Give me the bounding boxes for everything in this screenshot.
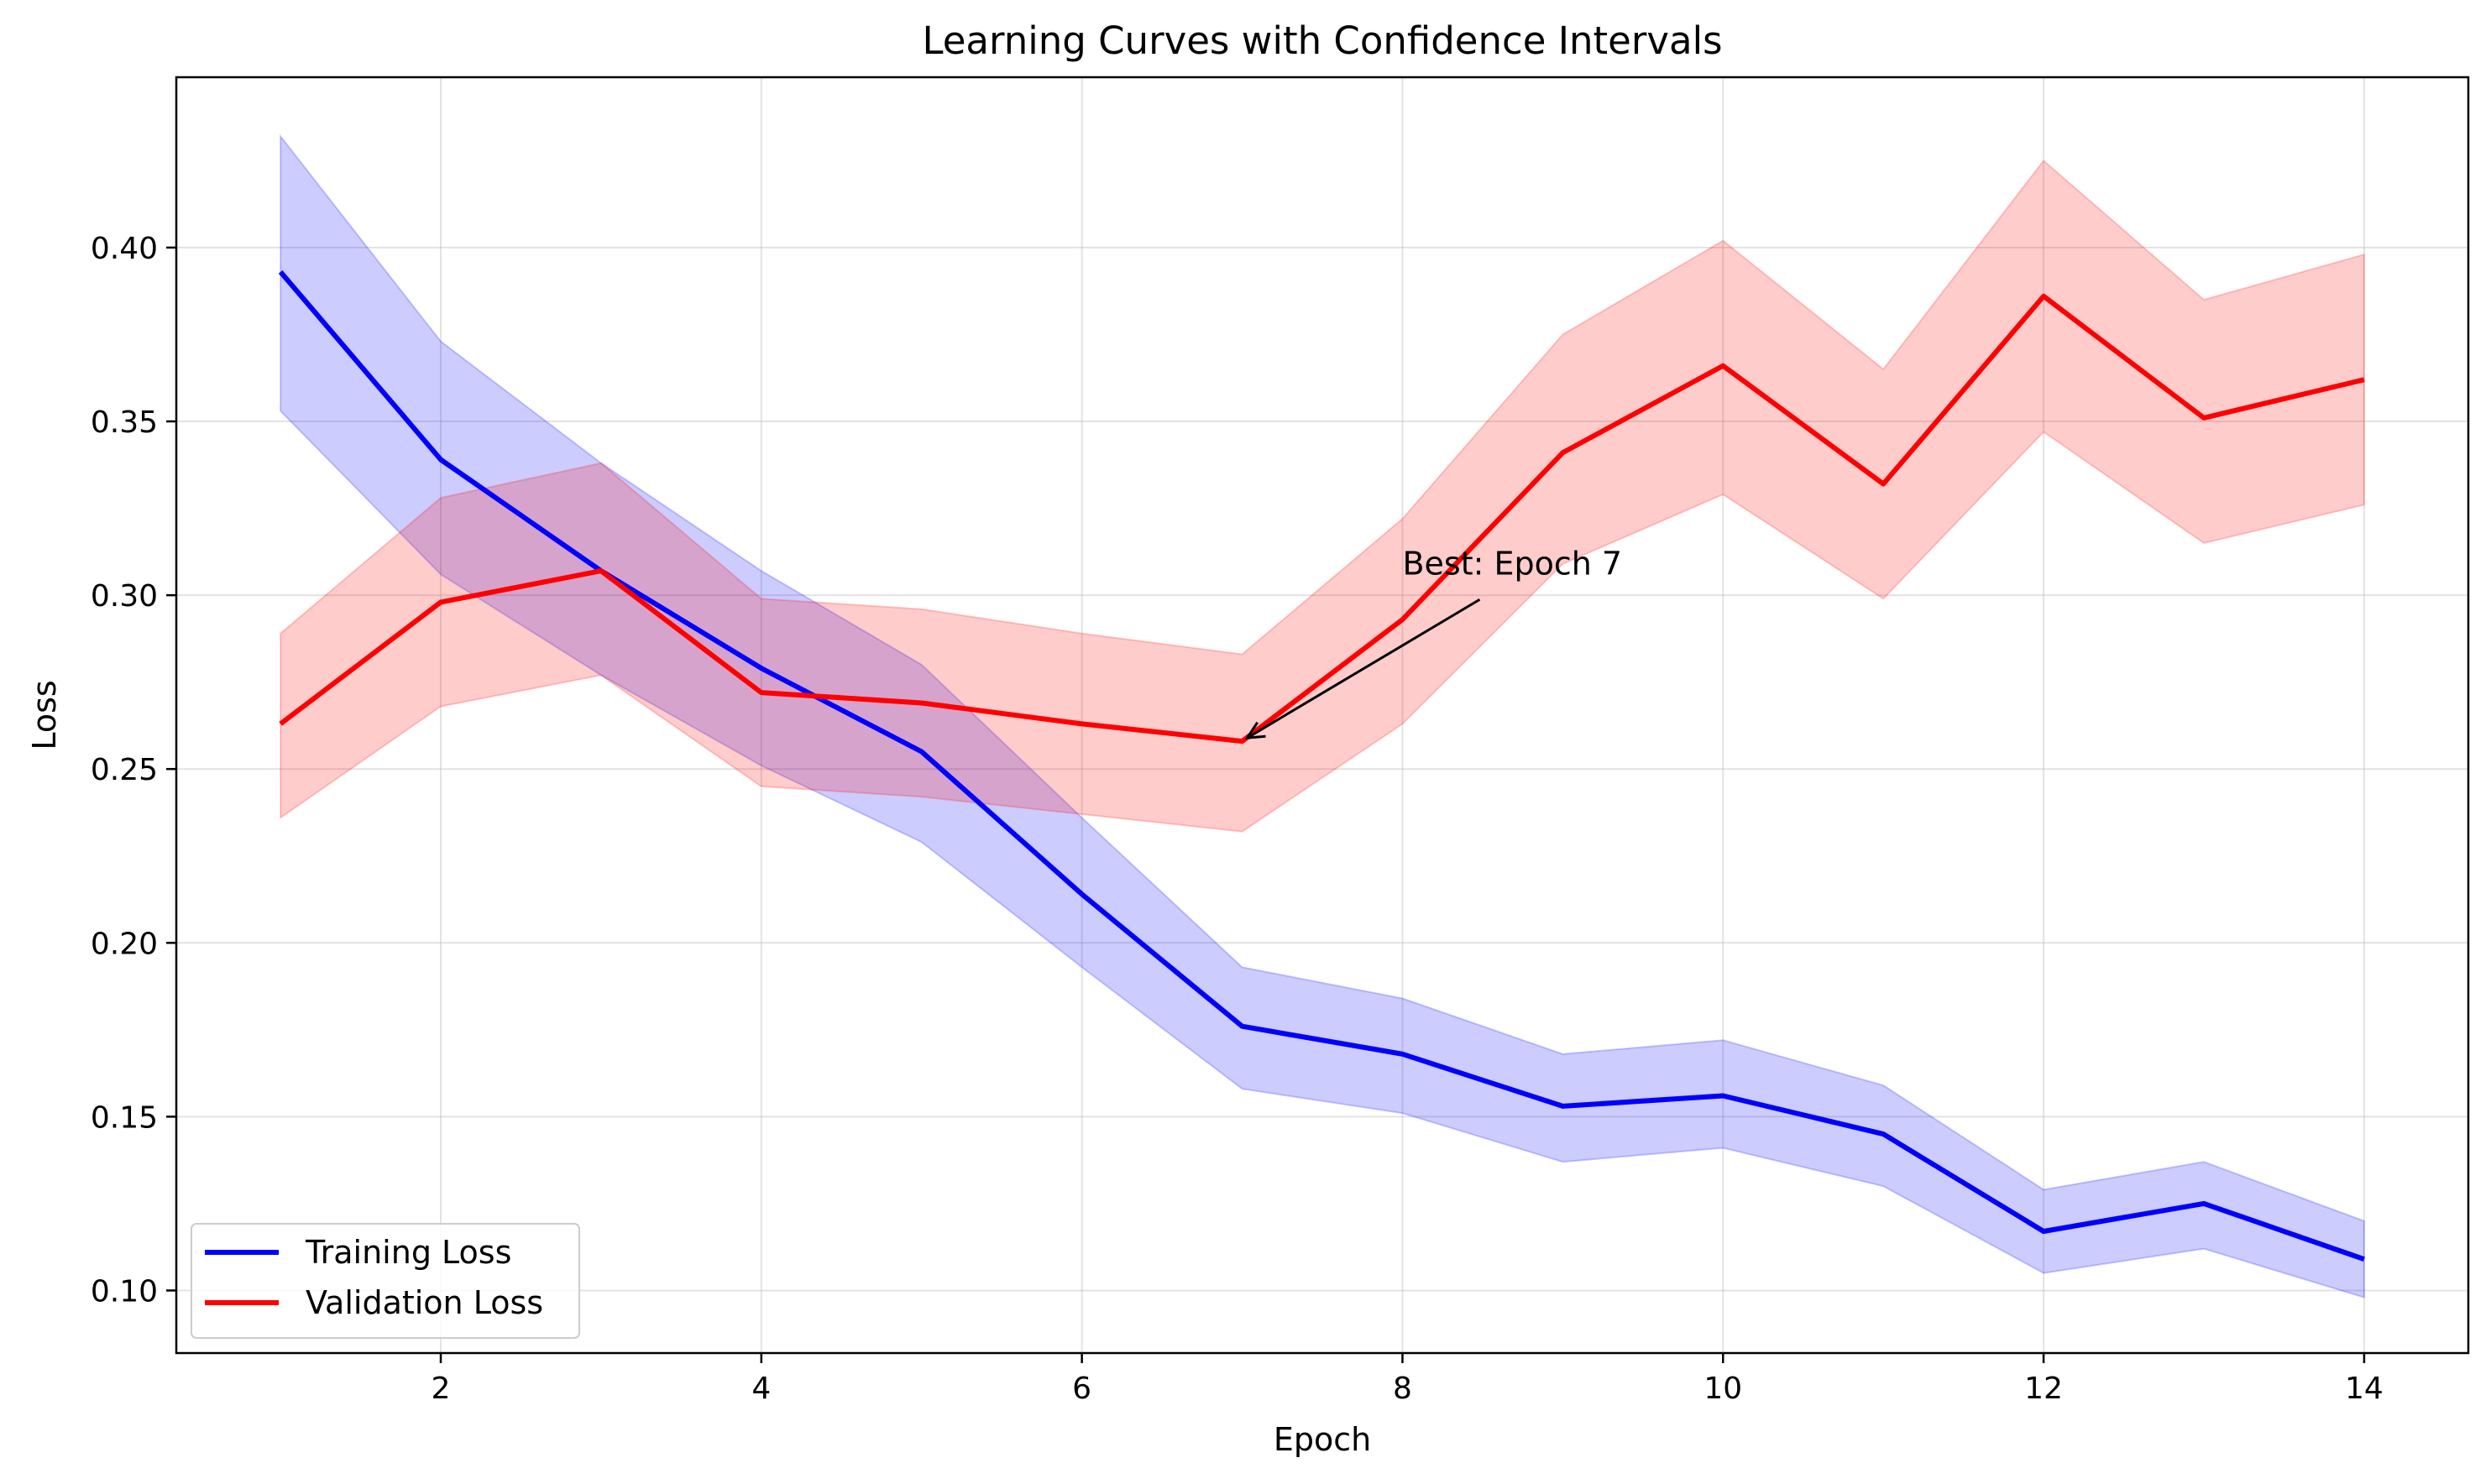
x-tick-label: 12 (2024, 1372, 2063, 1406)
legend-label-validation: Validation Loss (306, 1284, 543, 1321)
annotation-text: Best: Epoch 7 (1402, 545, 1622, 582)
x-tick-label: 10 (1703, 1372, 1742, 1406)
legend-label-training: Training Loss (305, 1234, 511, 1271)
chart-title: Learning Curves with Confidence Interval… (922, 18, 1722, 63)
y-tick-label: 0.40 (91, 232, 158, 266)
y-tick-label: 0.15 (91, 1100, 158, 1135)
x-axis-label: Epoch (1274, 1421, 1371, 1458)
training-loss-line (278, 269, 2365, 1262)
y-tick-label: 0.35 (91, 405, 158, 440)
y-tick-label: 0.25 (91, 753, 158, 787)
y-tick-label: 0.30 (91, 579, 158, 614)
x-tick-label: 2 (432, 1372, 451, 1406)
y-tick-label: 0.10 (91, 1274, 158, 1309)
x-tick-label: 4 (751, 1372, 771, 1406)
x-tick-label: 6 (1072, 1372, 1091, 1406)
y-axis-label: Loss (26, 680, 63, 750)
training-confidence-band (280, 133, 2365, 1299)
annotation-arrow-head (1244, 721, 1266, 739)
x-tick-label: 8 (1393, 1372, 1412, 1406)
validation-confidence-band (280, 159, 2365, 833)
plot-frame (175, 76, 2470, 1355)
series-lines (278, 269, 2365, 1262)
confidence-bands (280, 133, 2365, 1299)
legend: Training Loss Validation Loss (191, 1223, 580, 1339)
y-tick-label: 0.20 (91, 927, 158, 961)
annotation-arrow (1246, 598, 1481, 739)
annotation-group: Best: Epoch 7 (1244, 545, 1622, 739)
validation-loss-line (279, 293, 2365, 745)
x-tick-label: 14 (2345, 1372, 2384, 1406)
legend-box (191, 1223, 580, 1339)
axis-ticks: 2 4 6 8 10 12 14 0.10 0.15 0.20 0.25 0.30 0.35 0.40 (91, 232, 2384, 1406)
